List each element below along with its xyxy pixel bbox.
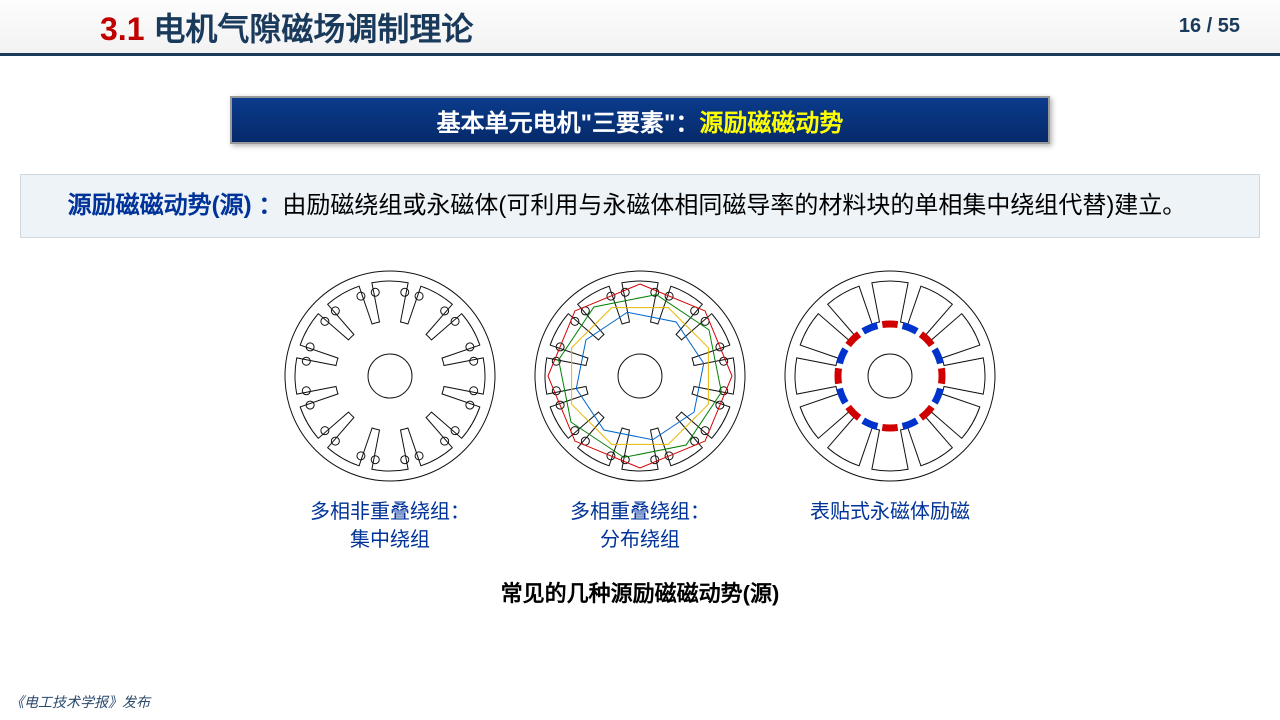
description-box: 源励磁磁动势(源) ：由励磁绕组或永磁体(可利用与永磁体相同磁导率的材料块的单相… bbox=[20, 174, 1260, 238]
figure-1-caption: 多相非重叠绕组：集中绕组 bbox=[310, 498, 470, 554]
desc-body: 由励磁绕组或永磁体(可利用与永磁体相同磁导率的材料块的单相集中绕组代替)建立。 bbox=[282, 192, 1186, 219]
figure-1: 多相非重叠绕组：集中绕组 bbox=[280, 266, 500, 554]
section-title-text: 电机气隙磁场调制理论 bbox=[144, 11, 473, 47]
page-number: 16 / 55 bbox=[1179, 15, 1240, 38]
stator-pm-icon bbox=[780, 266, 1000, 486]
figure-3: 表贴式永磁体励磁 bbox=[780, 266, 1000, 554]
banner-white: 基本单元电机"三要素"： bbox=[437, 103, 700, 138]
figure-2: 多相重叠绕组：分布绕组 bbox=[530, 266, 750, 554]
subtitle-banner: 基本单元电机"三要素"：源励磁磁动势 bbox=[230, 96, 1050, 144]
banner-yellow: 源励磁磁动势 bbox=[699, 103, 843, 138]
footer-source: 《电工技术学报》发布 bbox=[10, 692, 150, 712]
stator-distributed-icon bbox=[530, 266, 750, 486]
desc-highlight: 源励磁磁动势(源) ： bbox=[68, 192, 283, 219]
figure-3-caption: 表贴式永磁体励磁 bbox=[810, 498, 970, 526]
figure-2-caption: 多相重叠绕组：分布绕组 bbox=[570, 498, 710, 554]
figures-row: 多相非重叠绕组：集中绕组 多相重叠绕组：分布绕组 表贴式永磁体励磁 bbox=[0, 266, 1280, 554]
bottom-caption: 常见的几种源励磁磁动势(源) bbox=[0, 576, 1280, 608]
stator-concentrated-icon bbox=[280, 266, 500, 486]
section-number: 3.1 bbox=[100, 11, 144, 47]
section-title: 3.1 电机气隙磁场调制理论 bbox=[100, 4, 473, 50]
